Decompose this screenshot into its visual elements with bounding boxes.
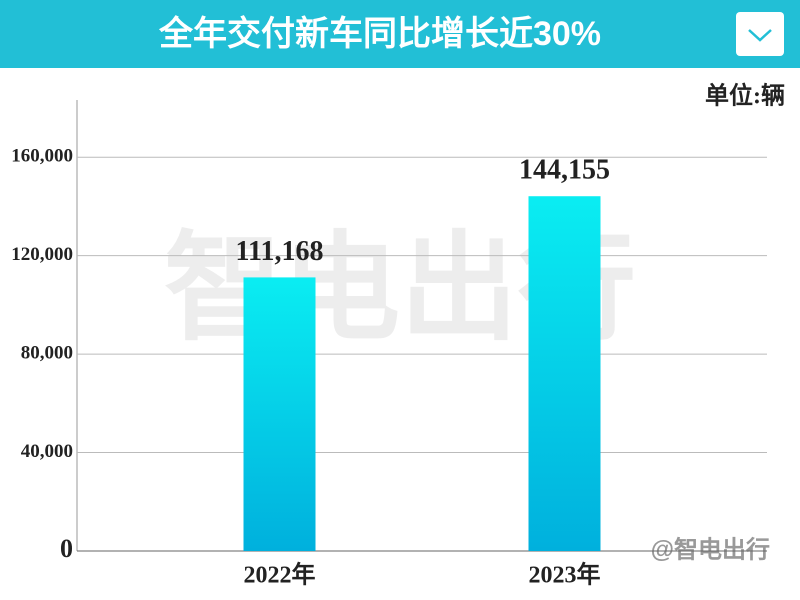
y-tick-label: 0 [60,534,73,563]
value-label: 111,168 [236,236,324,267]
y-tick-label: 80,000 [21,342,73,363]
y-tick-label: 160,000 [11,146,73,167]
x-tick-label: 2023年 [529,561,601,589]
chart-title: 全年交付新车同比增长近30% [158,14,601,53]
bar [528,196,601,552]
y-tick-label: 40,000 [21,441,73,462]
y-tick-label: 120,000 [11,244,73,265]
x-tick-label: 2022年 [244,561,316,589]
bar [243,277,316,551]
unit-label: 单位:辆 [705,82,785,110]
dropdown-button[interactable] [736,12,784,56]
credit: @智电出行 [651,535,770,563]
header-bar [0,0,800,68]
value-label: 144,155 [519,155,610,186]
